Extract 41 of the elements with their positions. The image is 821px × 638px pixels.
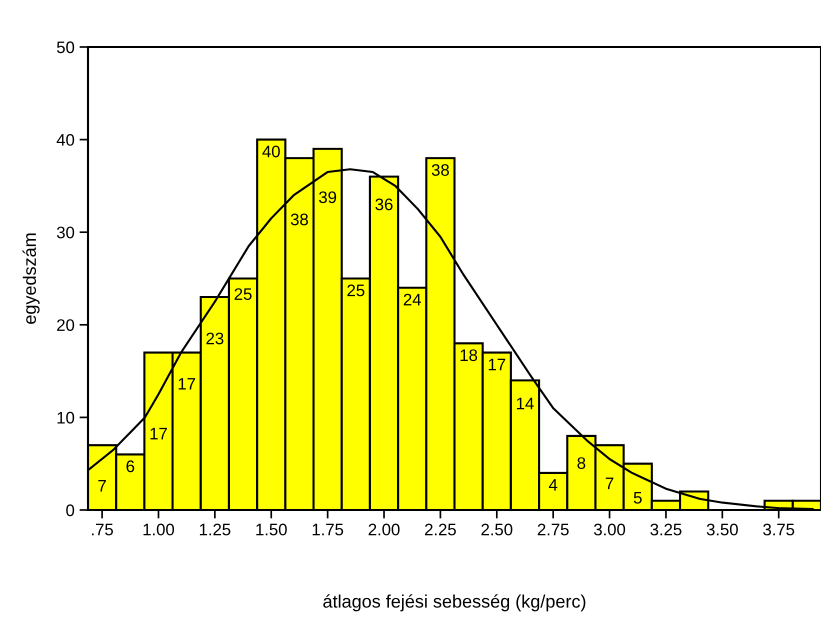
y-tick-label: 10: [58, 412, 74, 424]
data-label: 38: [432, 164, 449, 176]
data-label: 24: [404, 294, 421, 306]
x-tick-label: 2.00: [368, 524, 400, 536]
data-label: 36: [375, 198, 393, 210]
y-tick-label: 50: [56, 41, 74, 54]
data-label: 17: [178, 378, 196, 390]
x-tick-label: 1.00: [144, 524, 174, 536]
x-tick-label: 2.75: [538, 524, 569, 536]
data-label: 25: [347, 284, 364, 296]
x-tick-label: 3.50: [706, 524, 738, 536]
y-axis-title: egyedszám: [22, 234, 40, 324]
x-tick-label: 1.75: [312, 524, 344, 536]
x-tick-label: 1.25: [200, 524, 230, 536]
data-label: 17: [488, 358, 506, 370]
data-label: 14: [516, 398, 534, 410]
y-tick-label: 20: [57, 319, 74, 332]
data-label: 7: [98, 480, 106, 492]
y-tick-label: 0: [66, 504, 74, 516]
x-tick-label: 2.50: [481, 524, 512, 536]
y-tick-label: 40: [56, 134, 74, 146]
data-label: 25: [234, 288, 252, 300]
x-tick-label: 3.75: [763, 524, 794, 536]
y-tick-label: 30: [56, 226, 74, 238]
x-tick-label: 1.50: [256, 524, 287, 536]
data-label: 7: [606, 478, 614, 490]
data-label: 17: [150, 428, 167, 440]
data-label: 40: [262, 146, 280, 158]
data-label: 5: [634, 492, 642, 504]
data-label: 8: [577, 457, 586, 469]
data-label: 6: [126, 460, 134, 472]
x-tick-label: 3.25: [650, 524, 682, 536]
x-tick-label: 3.00: [594, 524, 626, 536]
x-tick-label: 2.25: [425, 524, 456, 536]
data-label: 39: [319, 191, 336, 204]
data-label: 18: [460, 349, 478, 362]
data-label: 23: [206, 332, 224, 344]
x-tick-label: .75: [92, 524, 113, 536]
data-label: 4: [548, 479, 558, 491]
data-label: 38: [290, 214, 308, 226]
x-axis-title: átlagos fejési sebesség (kg/perc): [323, 594, 586, 612]
